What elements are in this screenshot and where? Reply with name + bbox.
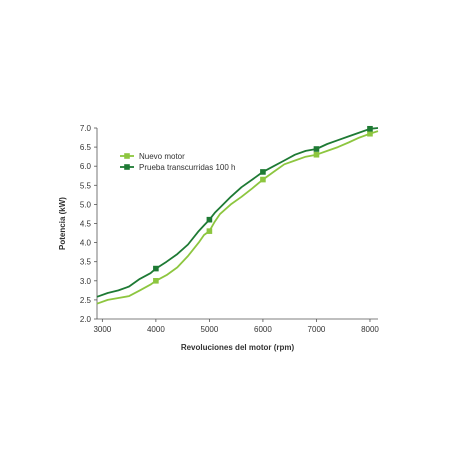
x-tick-label: 8000 — [361, 325, 379, 334]
y-tick-label: 6.0 — [80, 162, 92, 171]
series-1-marker — [260, 176, 266, 183]
legend-marker-1 — [124, 153, 130, 159]
x-tick-label: 3000 — [93, 325, 111, 334]
y-tick-label: 7.0 — [80, 124, 92, 133]
series-1-marker — [367, 130, 373, 137]
y-tick-label: 2.5 — [80, 296, 92, 305]
y-tick-label: 5.0 — [80, 200, 92, 209]
x-tick-label: 7000 — [308, 325, 326, 334]
y-axis-ticks: 2.0 2.5 3.0 3.5 4.0 4.5 5.0 5.5 6.0 6.5 7.0 — [80, 124, 97, 324]
y-tick-label: 4.0 — [80, 239, 92, 248]
series-layer — [96, 125, 379, 305]
x-tick-label: 6000 — [254, 325, 272, 334]
series-1-marker — [313, 151, 320, 158]
series-1-marker — [153, 278, 159, 284]
series-2-marker — [367, 125, 373, 132]
series-line-2 — [96, 127, 379, 298]
y-tick-label: 3.5 — [80, 258, 92, 267]
legend: Nuevo motor Prueba transcurridas 100 h — [120, 152, 236, 172]
series-1-marker — [206, 228, 213, 234]
series-line-1 — [96, 130, 379, 305]
x-tick-label: 5000 — [201, 325, 219, 334]
series-2-marker — [260, 169, 266, 175]
legend-label-2: Prueba transcurridas 100 h — [139, 163, 236, 172]
y-tick-label: 2.0 — [80, 315, 92, 324]
x-axis-ticks: 3000 4000 5000 6000 7000 8000 — [93, 319, 379, 334]
legend-label-1: Nuevo motor — [139, 152, 185, 161]
series-2-marker — [206, 216, 213, 223]
series-2-marker — [313, 146, 320, 152]
legend-marker-2 — [124, 164, 130, 170]
x-tick-label: 4000 — [147, 325, 165, 334]
y-tick-label: 6.5 — [80, 143, 92, 152]
x-axis-label: Revoluciones del motor (rpm) — [181, 343, 295, 352]
y-tick-label: 3.0 — [80, 277, 92, 286]
y-tick-label: 4.5 — [80, 220, 92, 229]
y-tick-label: 5.5 — [80, 181, 92, 190]
series-2-marker — [153, 265, 159, 272]
y-axis-label: Potencia (kW) — [58, 197, 67, 250]
